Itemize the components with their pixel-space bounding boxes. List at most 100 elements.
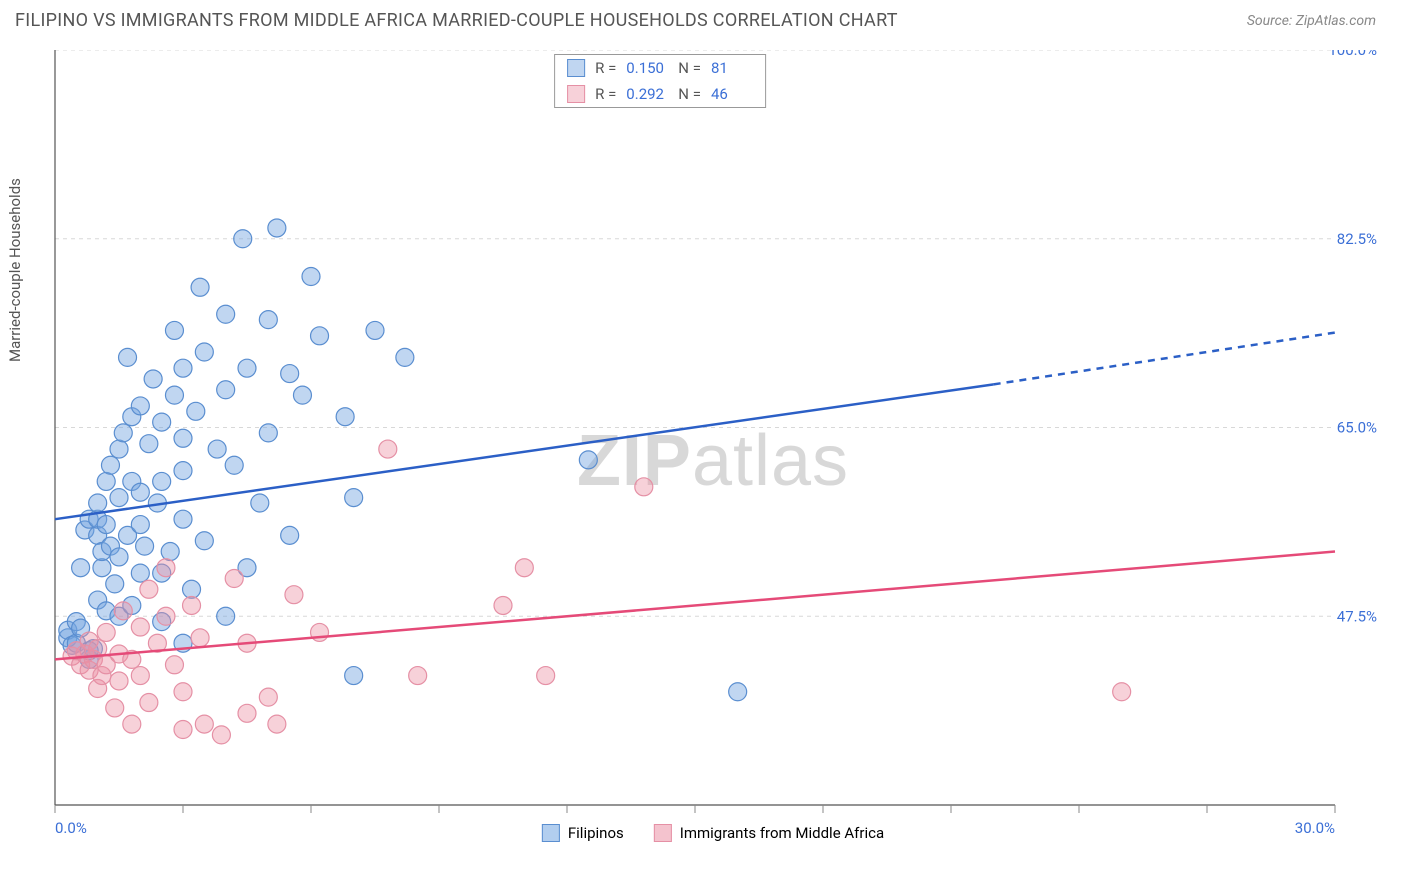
data-point	[161, 543, 179, 561]
data-point	[293, 386, 311, 404]
data-point	[144, 370, 162, 388]
data-point	[259, 311, 277, 329]
data-point	[195, 532, 213, 550]
data-point	[409, 667, 427, 685]
data-point	[174, 359, 192, 377]
data-point	[89, 494, 107, 512]
data-point	[114, 424, 132, 442]
x-tick-label: 0.0%	[55, 819, 87, 837]
data-point	[225, 570, 243, 588]
data-point	[131, 516, 149, 534]
stat-r-label: R =	[595, 85, 616, 103]
data-point	[238, 359, 256, 377]
data-point	[345, 489, 363, 507]
data-point	[259, 424, 277, 442]
data-point	[97, 516, 115, 534]
data-point	[136, 537, 154, 555]
y-tick-label: 100.0%	[1328, 50, 1377, 59]
data-point	[195, 343, 213, 361]
data-point	[165, 386, 183, 404]
data-point	[345, 667, 363, 685]
data-point	[106, 575, 124, 593]
data-point	[174, 462, 192, 480]
data-point	[110, 489, 128, 507]
data-point	[131, 618, 149, 636]
data-point	[494, 596, 512, 614]
trend-line-extrapolated	[994, 333, 1335, 385]
data-point	[131, 564, 149, 582]
stats-swatch	[567, 85, 585, 103]
data-point	[366, 321, 384, 339]
y-axis-label: Married-couple Households	[6, 178, 24, 362]
stat-n-value: 81	[711, 59, 753, 77]
data-point	[217, 305, 235, 323]
legend-label: Filipinos	[568, 824, 624, 842]
stat-r-value: 0.150	[626, 59, 668, 77]
legend-item: Filipinos	[542, 824, 624, 842]
data-point	[217, 381, 235, 399]
data-point	[208, 440, 226, 458]
data-point	[212, 726, 230, 744]
data-point	[635, 478, 653, 496]
data-point	[311, 327, 329, 345]
data-point	[515, 559, 533, 577]
data-point	[217, 607, 235, 625]
data-point	[153, 472, 171, 490]
legend-label: Immigrants from Middle Africa	[680, 824, 884, 842]
data-point	[110, 548, 128, 566]
data-point	[238, 704, 256, 722]
data-point	[379, 440, 397, 458]
data-point	[234, 230, 252, 248]
data-point	[101, 456, 119, 474]
stat-n-label: N =	[678, 85, 701, 103]
series-legend: Filipinos Immigrants from Middle Africa	[542, 824, 884, 842]
data-point	[140, 435, 158, 453]
stat-r-label: R =	[595, 59, 616, 77]
data-point	[97, 623, 115, 641]
stat-n-label: N =	[678, 59, 701, 77]
data-point	[268, 219, 286, 237]
data-point	[106, 699, 124, 717]
data-point	[195, 715, 213, 733]
legend-swatch	[654, 824, 672, 842]
data-point	[1113, 683, 1131, 701]
y-tick-label: 47.5%	[1337, 607, 1377, 625]
data-point	[174, 721, 192, 739]
stat-n-value: 46	[711, 85, 753, 103]
data-point	[72, 559, 90, 577]
data-point	[396, 348, 414, 366]
data-point	[225, 456, 243, 474]
data-point	[259, 688, 277, 706]
data-point	[729, 683, 747, 701]
data-point	[97, 472, 115, 490]
x-tick-label: 30.0%	[1295, 819, 1335, 837]
data-point	[537, 667, 555, 685]
header: FILIPINO VS IMMIGRANTS FROM MIDDLE AFRIC…	[0, 0, 1406, 41]
data-point	[140, 694, 158, 712]
data-point	[131, 483, 149, 501]
data-point	[191, 278, 209, 296]
data-point	[174, 510, 192, 528]
data-point	[579, 451, 597, 469]
data-point	[119, 348, 137, 366]
stats-legend-box: R = 0.150 N = 81 R = 0.292 N = 46	[554, 54, 766, 108]
chart-title: FILIPINO VS IMMIGRANTS FROM MIDDLE AFRIC…	[15, 10, 898, 31]
chart-container: Married-couple Households R =0.150N =81R…	[45, 50, 1381, 840]
data-point	[251, 494, 269, 512]
data-point	[302, 268, 320, 286]
data-point	[165, 656, 183, 674]
data-point	[110, 672, 128, 690]
data-point	[110, 440, 128, 458]
scatter-plot: 47.5%65.0%82.5%100.0%0.0%30.0%	[45, 50, 1381, 840]
data-point	[123, 715, 141, 733]
data-point	[140, 580, 158, 598]
legend-item: Immigrants from Middle Africa	[654, 824, 884, 842]
legend-swatch	[542, 824, 560, 842]
stat-r-value: 0.292	[626, 85, 668, 103]
data-point	[281, 526, 299, 544]
stats-row: R = 0.292 N = 46	[555, 81, 765, 107]
data-point	[174, 429, 192, 447]
data-point	[157, 607, 175, 625]
data-point	[174, 683, 192, 701]
y-tick-label: 65.0%	[1337, 419, 1377, 437]
